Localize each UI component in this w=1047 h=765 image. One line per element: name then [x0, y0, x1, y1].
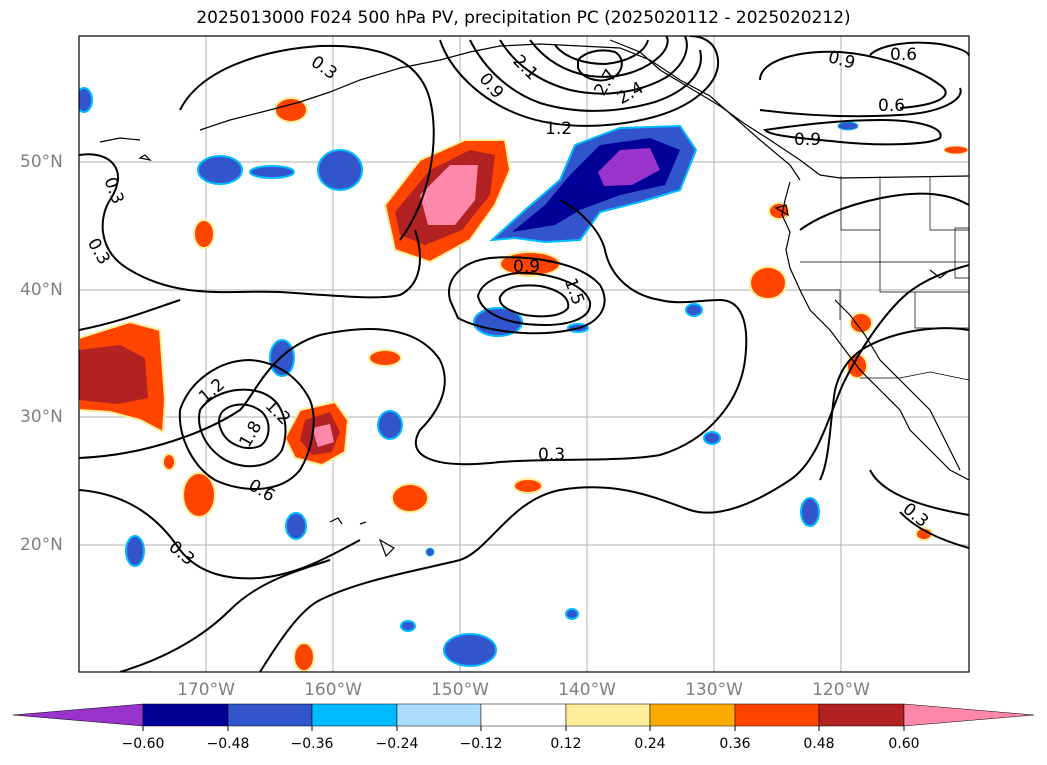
precip-negative-fields — [79, 87, 859, 667]
lon-label: 130°W — [685, 680, 743, 700]
colorbar-segment — [227, 703, 313, 727]
colorbar-tick-label: −0.36 — [290, 736, 334, 752]
colorbar-segment — [818, 703, 905, 727]
colorbar-extend-high — [903, 703, 1035, 727]
map-background — [79, 36, 969, 672]
colorbar-segment — [734, 703, 820, 727]
colorbar-tick-label: 0.60 — [888, 736, 920, 752]
map-title: 2025013000 F024 500 hPa PV, precipitatio… — [196, 8, 851, 28]
coastlines — [99, 39, 969, 558]
colorbar-tick-label: −0.24 — [375, 736, 419, 752]
lat-label: 20°N — [20, 535, 63, 555]
colorbar-ticks — [142, 726, 905, 731]
colorbar-tick-label: 0.24 — [634, 736, 666, 752]
colorbar-tick-label: −0.60 — [121, 736, 165, 752]
lat-label: 40°N — [20, 280, 63, 300]
colorbar-segment — [649, 703, 736, 727]
pv-contours — [79, 36, 969, 672]
colorbar-segment — [142, 703, 229, 727]
colorbar-tick-label: 0.36 — [719, 736, 751, 752]
borders — [800, 176, 969, 381]
contour-label: 1.2 — [545, 119, 572, 139]
colorbar-segment — [480, 703, 567, 727]
contour-label: 0.9 — [513, 257, 540, 277]
lon-label: 150°W — [431, 680, 489, 700]
colorbar-segment — [565, 703, 651, 727]
colorbar-tick-label: −0.48 — [206, 736, 250, 752]
colorbar-segment — [311, 703, 398, 727]
lon-label: 120°W — [812, 680, 870, 700]
lon-label: 170°W — [177, 680, 235, 700]
contour-label: 0.9 — [794, 130, 821, 150]
colorbar-tick-label: −0.12 — [459, 736, 503, 752]
colorbar — [12, 703, 1035, 731]
colorbar-tick-label: 0.12 — [550, 736, 582, 752]
lon-label: 140°W — [558, 680, 616, 700]
lon-label: 160°W — [304, 680, 362, 700]
map-frame — [78, 35, 970, 673]
colorbar-tick-label: 0.48 — [803, 736, 835, 752]
colorbar-segment — [396, 703, 482, 727]
contour-label: 0.3 — [538, 445, 565, 465]
lat-label: 50°N — [20, 152, 63, 172]
lat-label: 30°N — [20, 407, 63, 427]
contour-label: 0.6 — [890, 45, 917, 65]
contour-label: 0.6 — [878, 96, 905, 116]
colorbar-extend-low — [12, 703, 144, 727]
